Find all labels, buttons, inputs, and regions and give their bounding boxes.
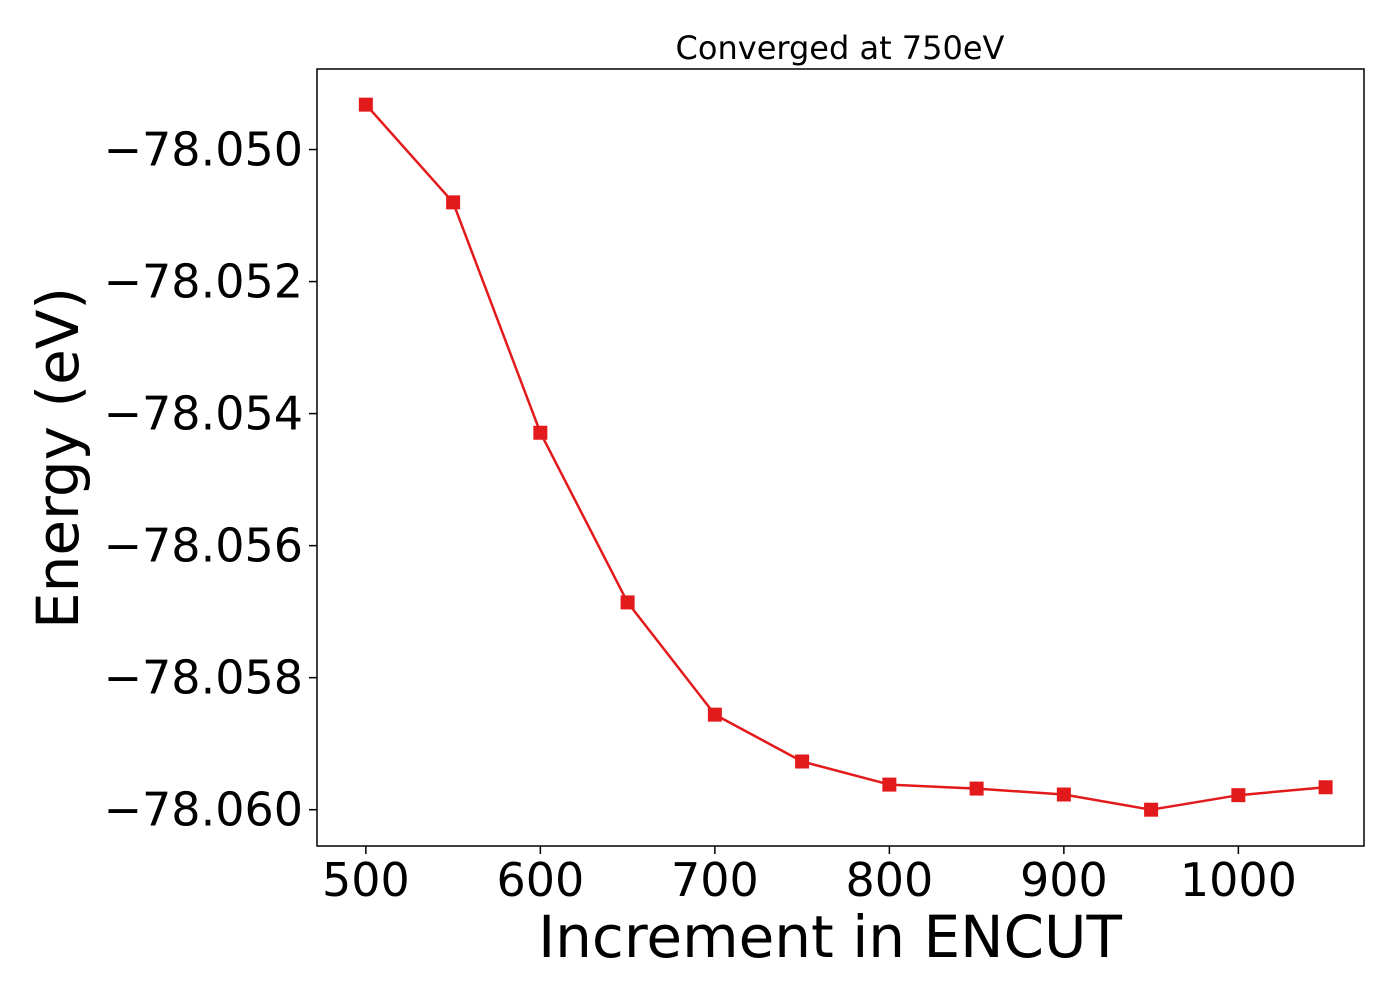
data-point-marker	[446, 195, 461, 210]
x-axis-ticks: 500 600 700 800 900 1000	[322, 846, 1297, 907]
y-tick-label: −78.058	[104, 651, 304, 705]
y-tick-label: −78.052	[104, 255, 304, 309]
data-point-marker	[1231, 788, 1246, 803]
chart-title: Converged at 750eV	[676, 29, 1005, 67]
data-point-marker	[1056, 787, 1071, 802]
data-point-marker	[707, 707, 722, 722]
x-tick-label: 900	[1020, 853, 1108, 907]
x-tick-label: 500	[322, 853, 410, 907]
series-line	[364, 103, 1326, 811]
x-tick-label: 1000	[1180, 853, 1297, 907]
x-axis-label: Increment in ENCUT	[538, 903, 1122, 971]
data-point-marker	[795, 754, 810, 769]
y-axis-label: Energy (eV)	[24, 287, 92, 629]
plot-area	[316, 68, 1365, 847]
data-point-marker	[620, 595, 635, 610]
y-tick-label: −78.054	[104, 387, 304, 441]
x-tick-label: 800	[845, 853, 933, 907]
data-point-marker	[969, 781, 984, 796]
series-layer	[358, 97, 1333, 817]
y-tick-label: −78.060	[104, 783, 304, 837]
data-point-marker	[882, 777, 897, 792]
data-point-marker	[1318, 780, 1333, 795]
data-point-marker	[533, 425, 548, 440]
y-tick-label: −78.056	[104, 519, 304, 573]
x-tick-label: 700	[671, 853, 759, 907]
x-tick-label: 600	[496, 853, 584, 907]
data-point-marker	[1144, 802, 1159, 817]
y-axis-ticks: −78.050 −78.052 −78.054 −78.056 −78.058 −78.0…	[104, 123, 317, 837]
y-tick-label: −78.050	[104, 123, 304, 177]
data-point-marker	[358, 97, 373, 112]
